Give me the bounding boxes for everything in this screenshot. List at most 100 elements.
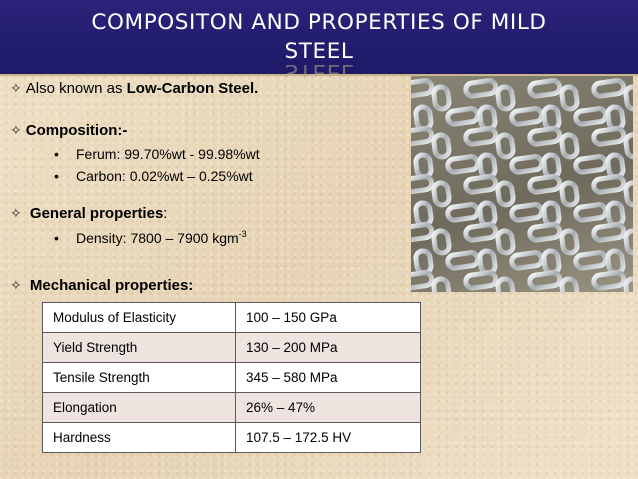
- chain-link: [527, 270, 563, 291]
- composition-item: • Carbon: 0.02%wt – 0.25%wt: [54, 168, 253, 184]
- chain-link: [573, 202, 609, 223]
- chain-link: [445, 106, 481, 127]
- chain-link: [477, 104, 498, 132]
- chain-link: [495, 84, 516, 112]
- diamond-bullet-icon: ✧: [10, 205, 22, 221]
- chain-link: [559, 84, 580, 112]
- property-cell: Modulus of Elasticity: [42, 302, 236, 333]
- chain-link: [541, 152, 562, 180]
- chain-link: [573, 106, 609, 127]
- chain-link: [445, 250, 481, 271]
- chain-link: [463, 78, 499, 99]
- property-cell: Elongation: [42, 392, 236, 423]
- chain-link: [527, 222, 563, 243]
- chain-link: [445, 154, 481, 175]
- chain-link: [411, 78, 435, 99]
- chain-link: [413, 200, 434, 228]
- chain-link: [413, 104, 434, 132]
- diamond-bullet-icon: ✧: [10, 122, 22, 138]
- value-cell: 26% – 47%: [235, 392, 421, 423]
- property-cell: Tensile Strength: [42, 362, 236, 393]
- bullet-dot-icon: •: [54, 230, 59, 246]
- chain-link: [559, 180, 580, 208]
- general-heading: General properties: [29, 205, 164, 222]
- chain-link: [541, 248, 562, 276]
- chain-link: [591, 174, 627, 195]
- chain-link: [431, 132, 452, 160]
- chain-link: [509, 202, 545, 223]
- chain-link: [605, 248, 626, 276]
- composition-item: • Ferum: 99.70%wt - 99.98%wt: [54, 146, 260, 162]
- chain-link: [431, 84, 452, 112]
- chain-illustration: [411, 78, 633, 292]
- chain-link: [411, 126, 435, 147]
- value-cell: 107.5 – 172.5 HV: [235, 422, 421, 453]
- chain-link: [411, 174, 435, 195]
- chain-link: [431, 228, 452, 256]
- value-cell: 130 – 200 MPa: [235, 332, 421, 363]
- chain-link: [477, 200, 498, 228]
- chain-link: [463, 126, 499, 147]
- density-exponent: -3: [238, 229, 247, 239]
- chain-link: [591, 126, 627, 147]
- table-row: Hardness 107.5 – 172.5 HV: [42, 422, 421, 453]
- intro-line: ✧ Also known as Low-Carbon Steel.: [10, 80, 258, 97]
- chain-link: [495, 276, 516, 292]
- chain-link: [411, 222, 435, 243]
- chain-link: [605, 200, 626, 228]
- property-cell: Hardness: [42, 422, 236, 453]
- general-heading-colon: :: [163, 205, 168, 222]
- table-row: Modulus of Elasticity 100 – 150 GPa: [42, 302, 421, 333]
- composition-heading: Composition:-: [25, 122, 128, 139]
- composition-item-text: Ferum: 99.70%wt - 99.98%wt: [76, 146, 260, 162]
- property-cell: Yield Strength: [42, 332, 236, 363]
- chain-link: [541, 104, 562, 132]
- chain-link: [623, 84, 633, 112]
- chain-link: [463, 174, 499, 195]
- chain-link: [509, 250, 545, 271]
- chain-link: [477, 248, 498, 276]
- chain-link: [559, 276, 580, 292]
- chain-link: [413, 248, 434, 276]
- chain-link: [445, 202, 481, 223]
- chain-link: [495, 180, 516, 208]
- chain-link: [623, 180, 633, 208]
- density-item: • Density: 7800 – 7900 kgm-3: [54, 229, 247, 246]
- chain-link: [591, 270, 627, 291]
- chain-link: [559, 228, 580, 256]
- chain-link: [413, 152, 434, 180]
- chain-link: [463, 222, 499, 243]
- density-text: Density: 7800 – 7900 kgm: [76, 230, 239, 246]
- chain-link: [411, 270, 435, 291]
- chain-link: [559, 132, 580, 160]
- slide-title-line2: STEEL: [284, 39, 354, 64]
- mechanical-heading: Mechanical properties:: [29, 277, 194, 294]
- chain-link: [605, 152, 626, 180]
- table-row: Yield Strength 130 – 200 MPa: [42, 332, 421, 363]
- chain-link: [463, 270, 499, 291]
- chain-link: [573, 250, 609, 271]
- chain-link: [527, 174, 563, 195]
- mechanical-heading-line: ✧ Mechanical properties:: [10, 277, 193, 294]
- composition-heading-line: ✧ Composition:-: [10, 122, 127, 139]
- chain-link: [509, 154, 545, 175]
- chain-link: [431, 180, 452, 208]
- value-cell: 345 – 580 MPa: [235, 362, 421, 393]
- slide-title: COMPOSITON AND PROPERTIES OF MILD STEEL: [40, 8, 598, 66]
- general-heading-line: ✧ General properties:: [10, 205, 167, 222]
- chain-link: [591, 222, 627, 243]
- mechanical-properties-table: Modulus of Elasticity 100 – 150 GPa Yiel…: [42, 302, 421, 453]
- chain-link: [541, 200, 562, 228]
- bullet-dot-icon: •: [54, 168, 59, 184]
- table-row: Tensile Strength 345 – 580 MPa: [42, 362, 421, 393]
- chain-link: [623, 276, 633, 292]
- intro-bold-text: Low-Carbon Steel.: [126, 80, 259, 97]
- diamond-bullet-icon: ✧: [10, 277, 22, 293]
- composition-item-text: Carbon: 0.02%wt – 0.25%wt: [76, 168, 253, 184]
- chain-link: [605, 104, 626, 132]
- value-cell: 100 – 150 GPa: [235, 302, 421, 333]
- chain-link: [431, 276, 452, 292]
- steel-chain-photo: [411, 76, 633, 292]
- chain-link: [623, 228, 633, 256]
- bullet-dot-icon: •: [54, 146, 59, 162]
